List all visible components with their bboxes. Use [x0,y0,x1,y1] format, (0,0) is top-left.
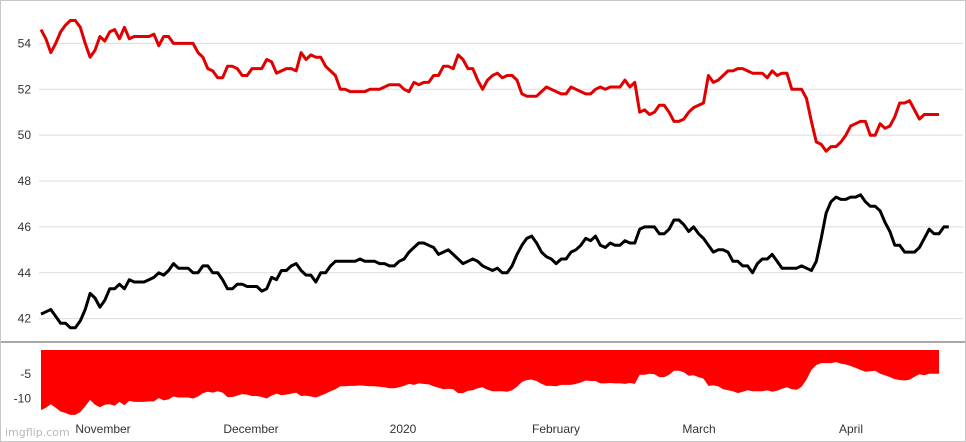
upper-grid [39,42,963,320]
lower-y-tick-label: -10 [14,391,32,405]
series-line-black [40,193,949,330]
x-tick-label: 2020 [390,422,417,436]
y-tick-label: 50 [18,128,32,142]
y-tick-label: 44 [18,266,32,280]
upper-y-axis: 42 44 46 48 50 52 54 [18,36,32,325]
area-group [41,350,939,415]
lower-y-tick-label: -5 [20,367,31,381]
x-tick-label: March [682,422,715,436]
series-line-red [39,19,939,153]
y-tick-label: 46 [18,220,32,234]
x-tick-label: November [75,422,130,436]
y-tick-label: 54 [18,36,32,50]
lower-y-axis: -5 -10 [14,367,32,405]
x-axis: November December 2020 February March April [75,422,863,436]
x-tick-label: February [532,422,580,436]
watermark: imgflip.com [5,426,70,439]
y-tick-label: 48 [18,174,32,188]
x-tick-label: April [839,422,863,436]
x-tick-label: December [223,422,278,436]
series-group [39,19,949,330]
area-series [41,350,939,415]
y-tick-label: 52 [18,82,32,96]
y-tick-label: 42 [18,312,32,326]
